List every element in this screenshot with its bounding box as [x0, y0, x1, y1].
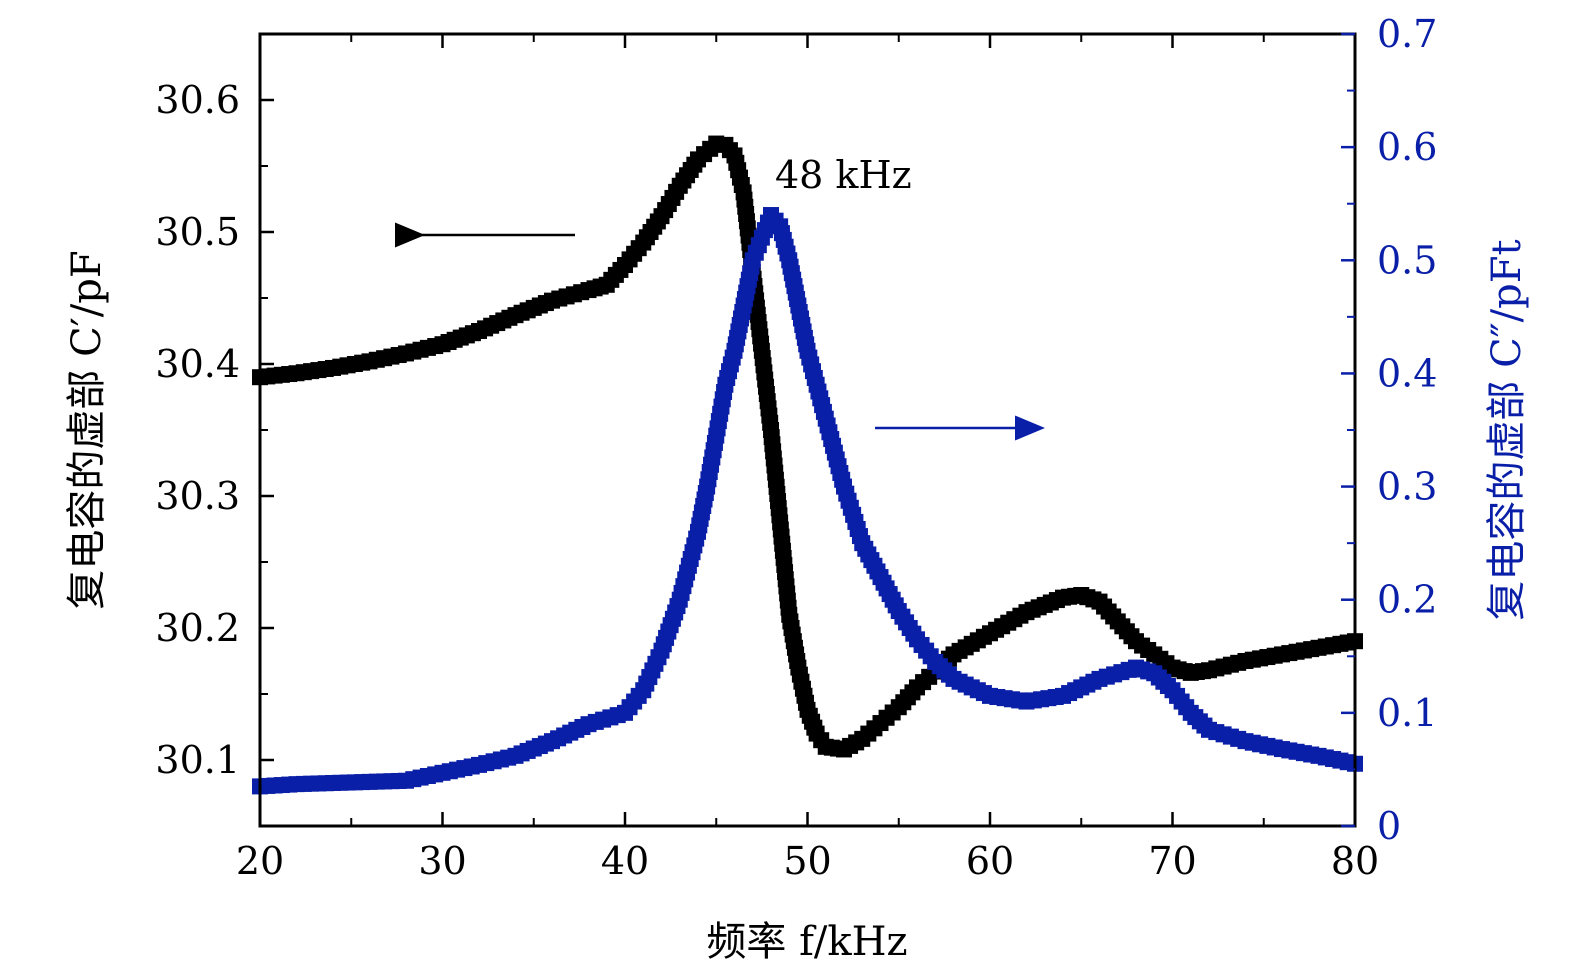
x-tick-label: 30: [418, 839, 466, 883]
y-left-tick-label: 30.4: [155, 342, 240, 386]
x-tick-label: 70: [1148, 839, 1196, 883]
peak-annotation: 48 kHz: [775, 153, 912, 197]
y-right-axis-label: 复电容的虚部 C″/pFt: [1484, 239, 1530, 620]
y-right-tick-label: 0.1: [1377, 691, 1437, 735]
y-right-axis-ticks: 0 0.1 0.2 0.3 0.4 0.5 0.6 0.7: [1341, 12, 1437, 848]
x-tick-label: 80: [1331, 839, 1379, 883]
y-left-tick-label: 30.2: [155, 606, 240, 650]
x-axis-label: 频率 f/kHz: [706, 919, 907, 965]
x-tick-label: 50: [783, 839, 831, 883]
y-right-tick-label: 0.5: [1377, 238, 1437, 282]
y-left-tick-label: 30.3: [155, 474, 240, 518]
y-left-axis-label: 复电容的虚部 C′/pF: [64, 250, 110, 609]
x-tick-label: 60: [966, 839, 1014, 883]
x-axis-ticks: 20 30 40 50 60 70 80: [236, 34, 1379, 883]
x-tick-label: 40: [601, 839, 649, 883]
y-right-tick-label: 0: [1377, 804, 1401, 848]
y-right-tick-label: 0.2: [1377, 578, 1437, 622]
series-layer: [252, 135, 1363, 795]
series-imag-part: [252, 207, 1363, 795]
y-right-tick-label: 0.6: [1377, 125, 1437, 169]
x-tick-label: 20: [236, 839, 284, 883]
y-right-tick-label: 0.4: [1377, 351, 1437, 395]
y-right-tick-label: 0.7: [1377, 12, 1437, 56]
y-left-tick-label: 30.5: [155, 210, 240, 254]
series-real-part: [252, 135, 1363, 758]
y-left-tick-label: 30.1: [155, 738, 240, 782]
y-left-axis-ticks: 30.1 30.2 30.3 30.4 30.5 30.6: [155, 78, 274, 827]
y-right-tick-label: 0.3: [1377, 465, 1437, 509]
y-left-tick-label: 30.6: [155, 78, 240, 122]
